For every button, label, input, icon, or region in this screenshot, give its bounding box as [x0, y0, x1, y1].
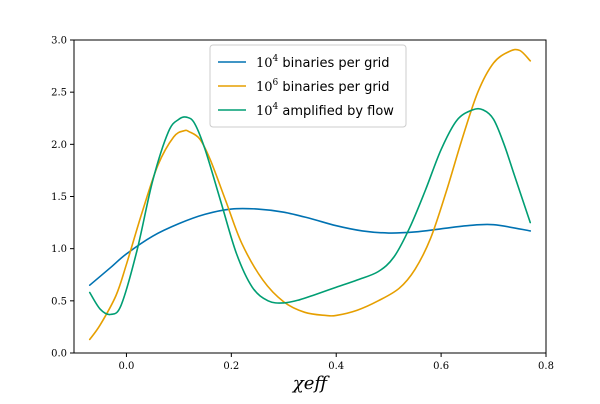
- x-tick-label: 0.4: [328, 361, 344, 372]
- legend-box: [209, 44, 407, 128]
- legend-entry-exponent: 4: [273, 54, 279, 64]
- y-tick-label: 1.0: [51, 244, 67, 255]
- x-axis-title: χeff: [291, 373, 331, 394]
- legend-entry-base: 10: [256, 56, 273, 71]
- legend-entry-text: binaries per grid: [278, 56, 389, 71]
- y-tick-label: 3.0: [51, 36, 67, 47]
- y-tick-label: 0.0: [51, 349, 67, 360]
- legend-entry-label: 106 binaries per grid: [256, 78, 390, 95]
- plot-frame: [73, 39, 547, 354]
- x-tick-label: 0.8: [538, 361, 554, 372]
- y-axis: 0.0 0.5 1.0 1.5 2.0 2.5 3.0: [51, 36, 74, 360]
- legend-entry-exponent: 6: [273, 78, 279, 88]
- legend-entry-label: 104 amplified by flow: [256, 102, 394, 119]
- legend-entry-base: 10: [256, 80, 273, 95]
- x-tick-label: 0.6: [433, 361, 449, 372]
- legend-entry-label: 104 binaries per grid: [256, 54, 390, 71]
- series-line-2: [88, 107, 532, 316]
- y-tick-label: 0.5: [51, 296, 67, 307]
- y-tick-label: 2.0: [51, 140, 67, 151]
- legend-entry-exponent: 4: [273, 102, 279, 112]
- legend-entry-text: binaries per grid: [278, 80, 389, 95]
- series-layer: [88, 48, 532, 341]
- series-line-0: [88, 207, 532, 286]
- y-tick-label: 1.5: [51, 192, 67, 203]
- x-tick-label: 0.2: [223, 361, 239, 372]
- y-tick-label: 2.5: [51, 88, 67, 99]
- x-axis: 0.0 0.2 0.4 0.6 0.8: [118, 353, 554, 372]
- legend-entry-text: amplified by flow: [278, 104, 394, 119]
- legend-entry-base: 10: [256, 104, 273, 119]
- x-tick-label: 0.0: [118, 361, 134, 372]
